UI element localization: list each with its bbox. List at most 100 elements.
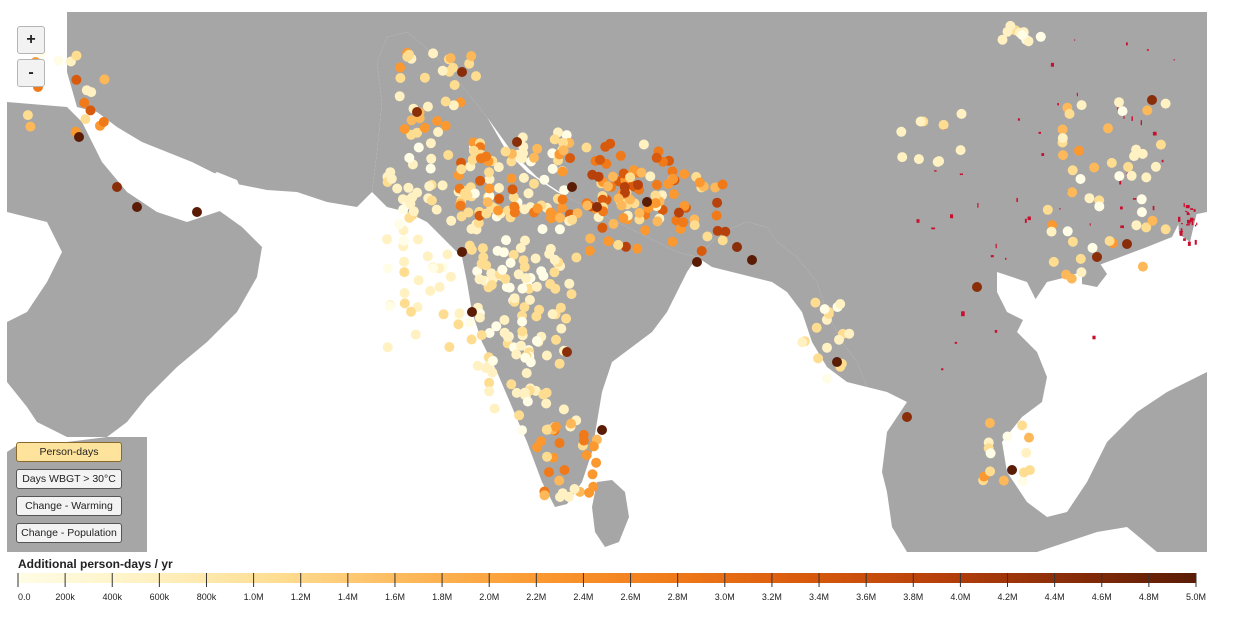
city-point [584,245,595,256]
city-point [985,466,996,477]
city-point [432,116,443,126]
city-point [819,304,830,315]
city-point [632,243,643,254]
city-point [474,274,485,285]
city-point [1147,215,1158,226]
city-point [394,219,405,230]
city-point [1018,467,1029,478]
city-point [651,179,662,190]
city-point [481,208,492,219]
city-point [551,334,561,345]
city-point [412,107,422,117]
city-point [505,257,516,268]
city-point [442,249,453,260]
city-point [99,74,110,85]
city-point [507,184,518,195]
city-point [689,220,700,231]
city-point [667,166,678,177]
city-point [717,179,728,190]
legend-tick-label: 3.8M [903,592,923,602]
hotspot-mark [994,330,998,333]
city-point [506,173,517,184]
city-point [633,179,643,190]
city-point [1155,139,1166,150]
city-point [517,153,527,164]
city-point [508,249,519,260]
map-canvas[interactable] [7,12,1207,552]
person-days-button[interactable]: Person-days [16,442,122,462]
legend-tick-label: 3.4M [809,592,829,602]
city-point [509,207,520,218]
city-point [1042,204,1053,215]
hotspot-mark [1005,257,1007,260]
city-point [487,355,498,366]
city-point [541,350,552,361]
city-point [81,85,92,96]
city-point [747,255,757,265]
city-point [474,312,485,323]
city-point [502,332,513,342]
city-point [448,62,458,73]
city-point [556,323,567,334]
city-point [547,163,558,174]
city-point [425,138,436,149]
city-point [519,387,530,398]
hotspot-mark [916,219,920,223]
city-point [555,492,565,502]
city-point [484,328,495,338]
city-point [497,264,508,275]
city-point [543,467,554,478]
hotspot-mark [1126,42,1128,46]
city-point [602,181,613,192]
city-point [972,282,982,292]
city-point [566,418,576,429]
city-point [457,247,467,257]
city-point [603,236,614,247]
color-legend: 0.0 200k 400k 600k 800k 1.0M 1.2M 1.4M 1.6M 1.8M 2… [17,573,1206,602]
city-point [531,336,542,346]
city-point [1147,95,1157,105]
city-point [455,200,466,211]
zoom-out-button[interactable]: - [17,59,45,87]
city-point [678,217,689,228]
legend-tick-label: 1.8M [432,592,452,602]
city-point [520,352,531,363]
city-point [797,337,808,348]
city-point [902,412,912,422]
city-point [22,110,33,121]
city-point [822,373,833,384]
change-population-button[interactable]: Change - Population [16,523,122,543]
city-point [464,317,475,328]
hotspot-mark [995,243,997,249]
city-point [702,231,713,242]
map-view[interactable]: + - Person-days Days WBGT > 30°C Change … [7,12,1207,552]
city-point [1017,420,1028,431]
city-point [1084,193,1095,204]
city-point [555,212,565,223]
change-warming-button[interactable]: Change - Warming [16,496,122,516]
city-point [566,289,577,300]
city-point [445,271,456,282]
days-wbgt-button[interactable]: Days WBGT > 30°C [16,469,122,489]
legend-color-bar [18,573,1196,583]
city-point [591,457,602,468]
land-region [7,102,262,437]
city-point [404,152,415,163]
city-point [404,49,415,60]
city-point [618,213,629,223]
city-point [443,150,454,160]
hotspot-mark [1076,92,1078,97]
city-point [506,156,517,167]
hotspot-mark [1185,210,1188,212]
city-point [694,177,705,188]
legend-tick-label: 4.0M [950,592,970,602]
city-point [413,234,423,245]
city-point [613,193,624,204]
city-point [1089,162,1100,173]
legend-tick-label: 2.8M [668,592,688,602]
city-point [620,187,630,198]
zoom-in-button[interactable]: + [17,26,45,54]
city-point [636,167,647,178]
city-point [457,67,467,77]
city-point [446,215,457,226]
